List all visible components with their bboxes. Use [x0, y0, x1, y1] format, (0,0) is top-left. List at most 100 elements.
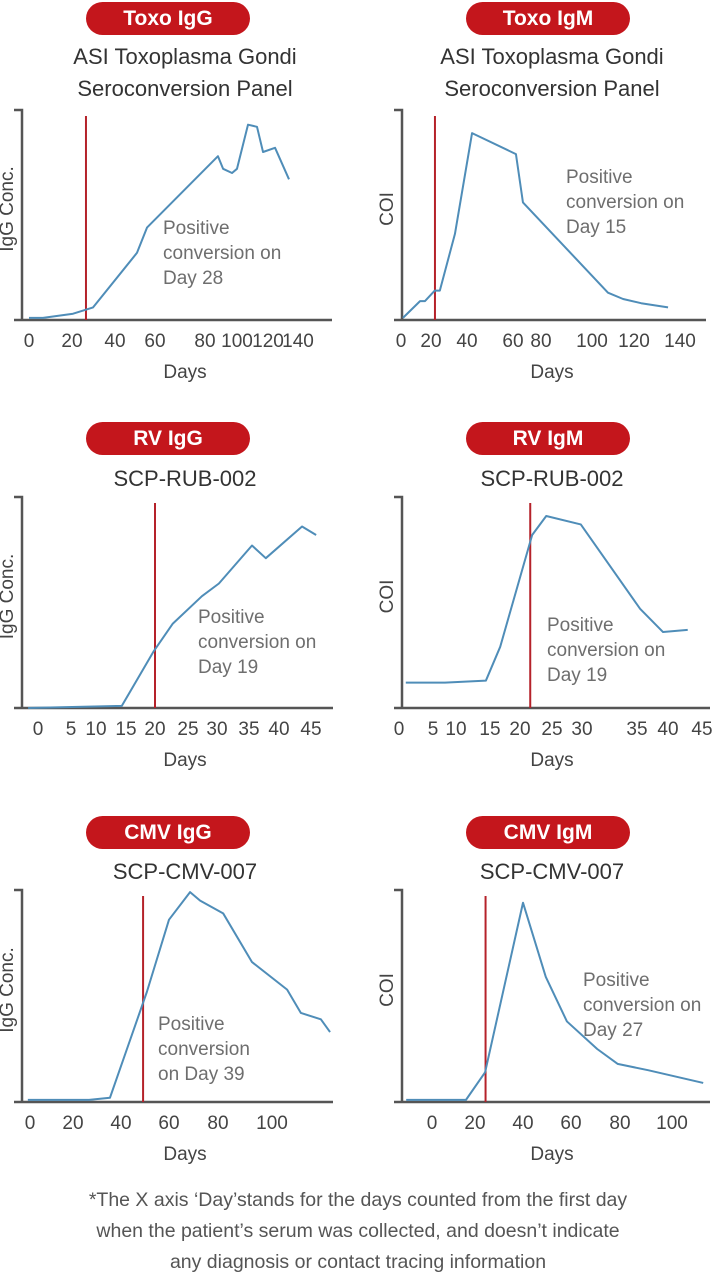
x-tick-label: 40 [268, 719, 289, 740]
x-tick-label: 5 [428, 719, 439, 740]
x-tick-label: 60 [502, 331, 523, 352]
x-tick-label: 0 [396, 331, 407, 352]
y-axis-label: IgG Conc. [0, 947, 18, 1033]
x-tick-label: 30 [571, 719, 592, 740]
x-tick-label: 140 [282, 331, 314, 352]
y-axis [394, 495, 404, 708]
annotation-line: Day 15 [566, 217, 626, 238]
annotation-line: conversion on [583, 995, 701, 1016]
chart-subtitle: ASI Toxoplasma Gondi Seroconversion Panel [6, 41, 364, 105]
subtitle-line: SCP-CMV-007 [479, 859, 625, 884]
x-tick-label: 60 [144, 331, 165, 352]
annotation-line: Positive [158, 1014, 225, 1035]
y-axis-label: COI [377, 580, 398, 614]
x-tick-label: 35 [626, 719, 647, 740]
annotation-line: Positive [547, 615, 614, 636]
x-tick-label: 80 [530, 331, 551, 352]
y-axis [14, 108, 24, 320]
x-tick-label: 80 [609, 1113, 630, 1134]
footnote-line: any diagnosis or contact tracing informa… [169, 1251, 547, 1273]
y-axis [394, 108, 404, 320]
subtitle-line: Seroconversion Panel [77, 76, 293, 101]
chart-subtitle: SCP-CMV-007 [6, 856, 364, 888]
x-tick-label: 45 [300, 719, 321, 740]
y-axis-label: COI [377, 973, 398, 1007]
x-axis-label: Days [163, 362, 206, 383]
chart-subtitle: SCP-CMV-007 [373, 856, 716, 888]
x-axis-label: Days [530, 1144, 573, 1165]
chart-badge: Toxo IgM [466, 2, 630, 35]
y-axis [14, 495, 24, 708]
x-tick-label: 100 [221, 331, 253, 352]
series-line [402, 132, 669, 319]
x-tick-label: 20 [509, 719, 530, 740]
x-tick-label: 0 [33, 719, 44, 740]
x-tick-label: 20 [61, 331, 82, 352]
x-tick-label: 15 [115, 719, 136, 740]
x-tick-label: 100 [576, 331, 608, 352]
x-tick-label: 0 [427, 1113, 438, 1134]
x-tick-label: 10 [445, 719, 466, 740]
x-tick-label: 10 [85, 719, 106, 740]
x-axis-label: Days [530, 362, 573, 383]
chart-badge: CMV IgM [466, 816, 630, 849]
y-axis [14, 888, 24, 1102]
annotation-line: conversion on [547, 640, 665, 661]
chart-subtitle: SCP-RUB-002 [373, 463, 716, 495]
x-tick-label: 100 [256, 1113, 288, 1134]
x-axis-label: Days [163, 1144, 206, 1165]
y-axis-label: IgG Conc. [0, 166, 18, 252]
chart-2: 0 5 10 15 20 25 30 35 40 45 Days IgG Conc. Positive c… [0, 495, 333, 771]
annotation-line: Positive [566, 167, 633, 188]
x-tick-label: 0 [25, 1113, 36, 1134]
series-line [28, 525, 317, 709]
x-tick-label: 25 [541, 719, 562, 740]
annotation-line: Day 19 [198, 657, 258, 678]
x-tick-label: 25 [177, 719, 198, 740]
annotation-line: conversion on [163, 243, 281, 264]
x-tick-label: 45 [691, 719, 712, 740]
chart-badge: RV IgG [86, 422, 250, 455]
x-tick-label: 5 [66, 719, 77, 740]
footnote: *The X axis ‘Day’stands for the days cou… [0, 1185, 716, 1278]
x-tick-label: 40 [657, 719, 678, 740]
x-tick-label: 140 [664, 331, 696, 352]
footnote-line: when the patient’s serum was collected, … [96, 1220, 620, 1242]
annotation-line: conversion on [566, 192, 684, 213]
x-tick-label: 120 [252, 331, 284, 352]
subtitle-line: SCP-RUB-002 [113, 466, 257, 491]
chart-3: 0 5 10 15 20 25 30 35 40 45 Days COI Positive convers… [377, 495, 713, 771]
x-tick-label: 0 [394, 719, 405, 740]
series-line [406, 901, 704, 1101]
x-tick-label: 20 [144, 719, 165, 740]
subtitle-line: ASI Toxoplasma Gondi [73, 44, 297, 69]
subtitle-line: ASI Toxoplasma Gondi [440, 44, 664, 69]
subtitle-line: SCP-CMV-007 [112, 859, 258, 884]
x-tick-label: 60 [158, 1113, 179, 1134]
x-axis-label: Days [530, 750, 573, 771]
subtitle-line: Seroconversion Panel [444, 76, 660, 101]
annotation-line: on Day 39 [158, 1064, 245, 1085]
chart-5: 0 20 40 60 80 100 Days COI Positive conversion on… [377, 888, 710, 1165]
x-axis-label: Days [163, 750, 206, 771]
x-tick-label: 20 [420, 331, 441, 352]
x-tick-label: 40 [512, 1113, 533, 1134]
footnote-line: *The X axis ‘Day’stands for the days cou… [88, 1189, 628, 1211]
y-axis-label: IgG Conc. [0, 554, 18, 640]
annotation-line: Positive [198, 607, 265, 628]
y-axis [394, 888, 404, 1102]
x-tick-label: 40 [110, 1113, 131, 1134]
x-tick-label: 120 [618, 331, 650, 352]
x-tick-label: 80 [194, 331, 215, 352]
chart-4: 0 20 40 60 80 100 Days IgG Conc. Positive convers… [0, 888, 333, 1165]
x-tick-label: 40 [456, 331, 477, 352]
chart-badge: RV IgM [466, 422, 630, 455]
annotation-line: Day 28 [163, 268, 223, 289]
annotation-line: Day 27 [583, 1020, 643, 1041]
chart-badge: Toxo IgG [86, 2, 250, 35]
annotation-line: Positive [163, 218, 230, 239]
chart-badge: CMV IgG [86, 816, 250, 849]
x-tick-label: 15 [479, 719, 500, 740]
annotation-line: conversion [158, 1039, 250, 1060]
